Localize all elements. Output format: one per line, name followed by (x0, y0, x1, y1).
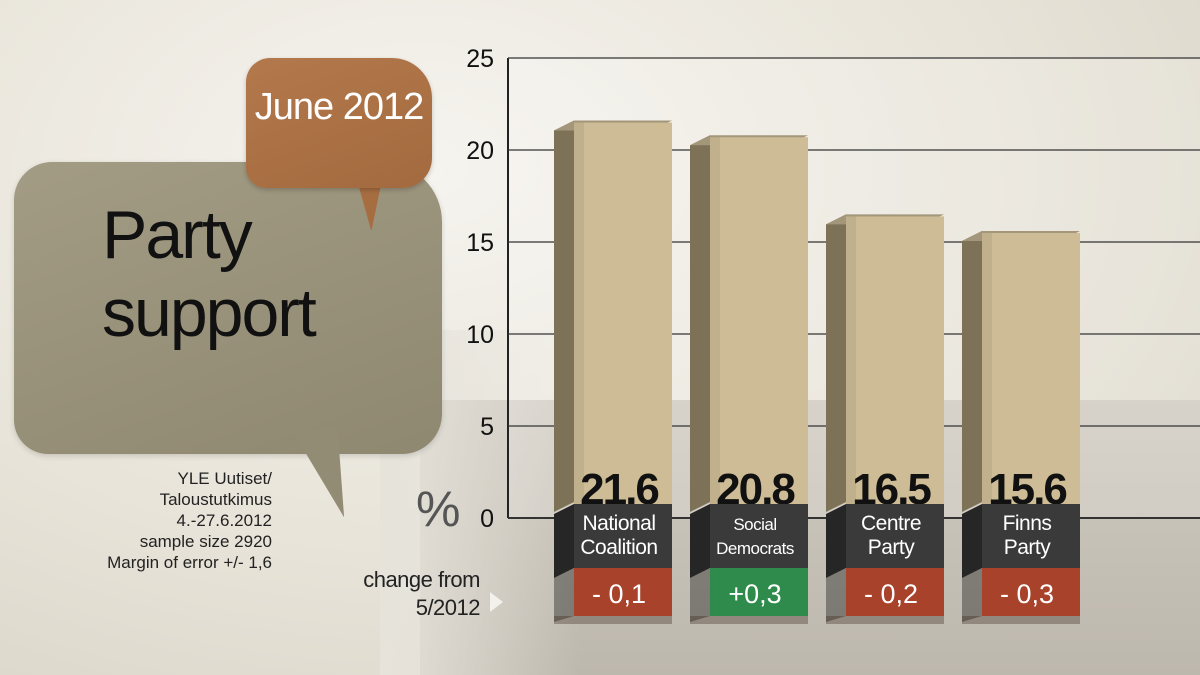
category-label: Social (733, 515, 776, 534)
change-badge-shadow (690, 616, 808, 624)
chart-title: Party support (102, 196, 317, 352)
change-arrow-icon (490, 592, 503, 612)
change-label-line-1: change from (363, 567, 480, 592)
source-line: YLE Uutiset/ (177, 469, 273, 488)
category-label: National (582, 512, 655, 535)
category-band (846, 504, 944, 568)
source-line: Taloustutkimus (159, 490, 272, 509)
category-label: Party (868, 536, 916, 559)
category-label: Coalition (580, 536, 657, 559)
y-tick-label: 10 (466, 321, 494, 349)
bar (574, 122, 672, 512)
y-tick-label: 15 (466, 229, 494, 257)
bar (846, 216, 944, 512)
title-speech-bubble (14, 162, 442, 454)
category-band (710, 504, 808, 568)
bar (982, 232, 1080, 512)
y-tick-label: 5 (480, 413, 494, 441)
bar-side (962, 230, 982, 512)
category-band (982, 504, 1080, 568)
label-band-side (962, 504, 982, 578)
change-badge (846, 568, 944, 616)
date-speech-bubble (246, 58, 432, 188)
change-badge-shadow (826, 616, 944, 624)
change-badge (982, 568, 1080, 616)
category-label: Finns (1003, 512, 1052, 535)
bar-side (826, 214, 846, 512)
source-line: sample size 2920 (139, 532, 272, 551)
change-value-label: - 0,3 (1000, 579, 1054, 609)
change-band-side (554, 568, 574, 622)
change-value-label: - 0,2 (864, 579, 918, 609)
date-label: June 2012 (254, 86, 425, 128)
change-value-label: - 0,1 (592, 579, 646, 609)
category-label: Party (1004, 536, 1052, 559)
change-value-label: +0,3 (728, 579, 781, 609)
change-badge-shadow (962, 616, 1080, 624)
label-band-side (554, 504, 574, 578)
change-label: change from 5/2012 (330, 566, 480, 622)
bar-shade (982, 232, 992, 512)
bar-side (690, 135, 710, 512)
bar-shade (846, 216, 856, 512)
bar-shade (710, 137, 720, 512)
change-badge (574, 568, 672, 616)
y-tick-label: 20 (466, 137, 494, 165)
title-line-2: support (102, 275, 317, 351)
change-band-side (962, 568, 982, 622)
label-band-side (690, 504, 710, 578)
bar (710, 137, 808, 512)
change-band-side (826, 568, 846, 622)
change-badge-shadow (554, 616, 672, 624)
bar-shade (574, 122, 584, 512)
source-line: Margin of error +/- 1,6 (107, 553, 272, 572)
change-band-side (690, 568, 710, 622)
label-band-side (826, 504, 846, 578)
category-band (574, 504, 672, 568)
source-note: YLE Uutiset/ Taloustutkimus 4.-27.6.2012… (107, 468, 272, 573)
y-tick-label: 0 (480, 505, 494, 533)
change-label-line-2: 5/2012 (415, 595, 481, 620)
title-line-1: Party (102, 197, 253, 273)
y-tick-label: 25 (466, 45, 494, 73)
unit-label: % (416, 481, 461, 537)
bar-side (554, 120, 574, 512)
change-badge (710, 568, 808, 616)
category-label: Centre (861, 512, 921, 535)
source-line: 4.-27.6.2012 (176, 511, 272, 530)
category-label: Democrats (716, 539, 794, 558)
